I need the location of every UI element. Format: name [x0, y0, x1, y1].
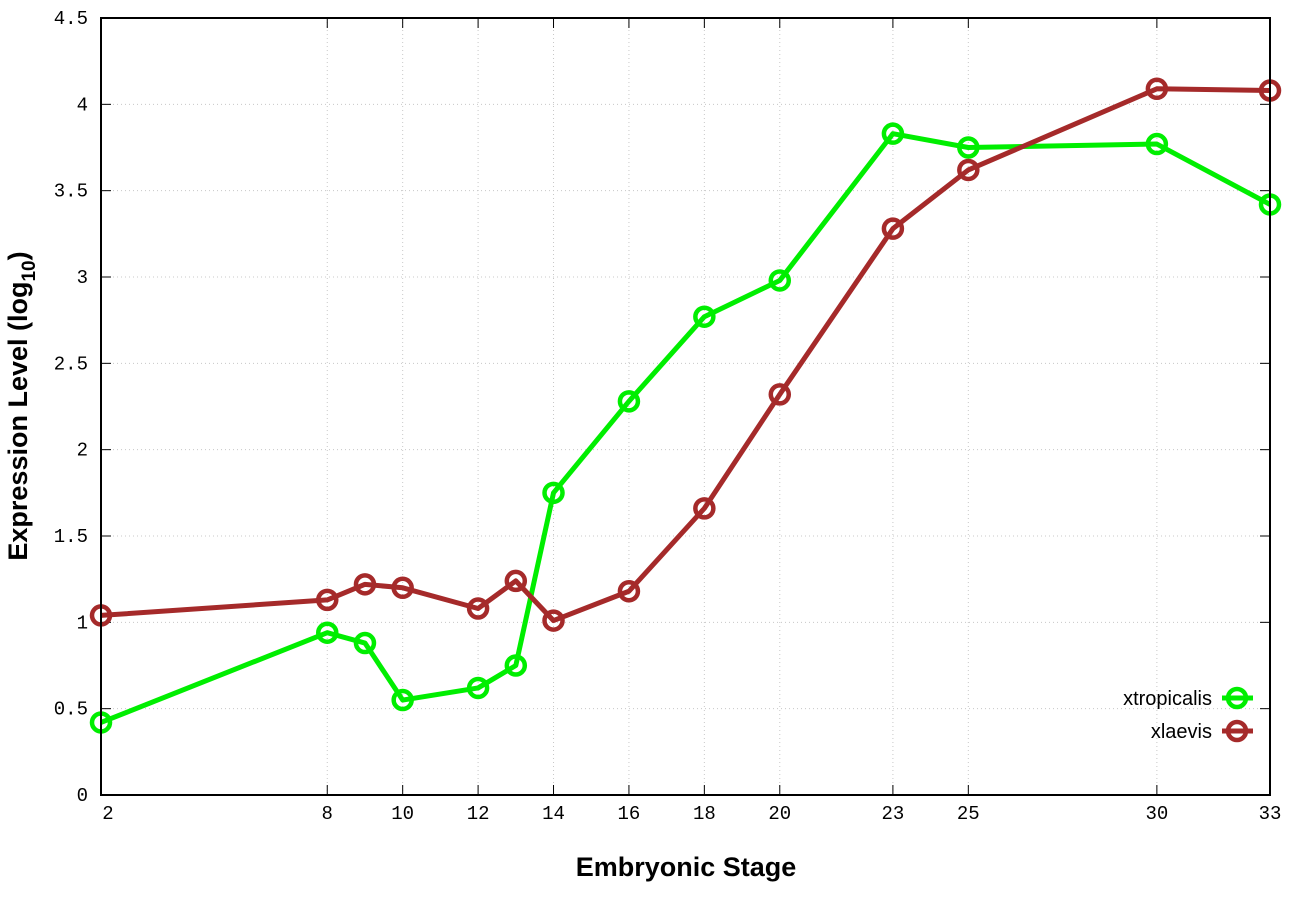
y-tick-label: 3.5 [54, 181, 88, 203]
y-tick-label: 2 [77, 440, 88, 462]
x-tick-label: 18 [693, 803, 716, 825]
series-line-xlaevis [100, 86, 1271, 624]
legend-label: xtropicalis [1123, 688, 1212, 710]
data-point-xtropicalis [957, 136, 980, 159]
x-tick-label: 2 [102, 803, 113, 825]
data-point-xlaevis [768, 383, 792, 406]
legend: xtropicalis xlaevis [1123, 686, 1253, 743]
data-point-xlaevis [316, 588, 339, 612]
y-tick-label: 4 [77, 94, 88, 116]
data-point-xtropicalis [504, 654, 528, 677]
ticks: 2 8 10 12 14 16 18 20 23 25 30 33 0 0.5 1 1.5 2 2.5 3 3.5 4 4… [54, 8, 1282, 825]
data-point-xlaevis [466, 597, 490, 620]
data-point-xtropicalis [542, 481, 565, 505]
y-tick-label: 1.5 [54, 526, 88, 548]
data-point-xtropicalis [466, 676, 490, 700]
x-tick-label: 33 [1259, 803, 1282, 825]
y-tick-label: 0.5 [54, 699, 88, 721]
x-tick-label: 8 [322, 803, 333, 825]
x-tick-label: 25 [957, 803, 980, 825]
legend-label: xlaevis [1151, 721, 1212, 743]
x-tick-label: 20 [768, 803, 791, 825]
data-point-xtropicalis [881, 122, 905, 145]
data-point-xlaevis [542, 609, 565, 632]
legend-marker [1225, 686, 1249, 710]
y-tick-label: 1 [77, 612, 88, 634]
data-point-xlaevis [957, 158, 980, 182]
data-point-xtropicalis [693, 305, 716, 328]
x-axis-label: Embryonic Stage [576, 852, 797, 882]
data-point-xlaevis [1145, 77, 1169, 101]
data-point-xtropicalis [353, 631, 377, 655]
y-axis-label: Expression Level (log10) [3, 251, 40, 560]
data-point-xlaevis [391, 576, 414, 600]
data-point-xlaevis [881, 217, 905, 240]
x-tick-label: 16 [618, 803, 641, 825]
plot-frame [100, 17, 1271, 796]
x-tick-label: 12 [467, 803, 490, 825]
data-point-xlaevis [353, 573, 377, 596]
data-point-xlaevis [693, 497, 716, 520]
grid [101, 18, 1270, 795]
data-point-xlaevis [504, 569, 528, 593]
series-line-xtropicalis [100, 131, 1272, 725]
x-tick-label: 14 [542, 803, 565, 825]
data-point-xtropicalis [617, 390, 641, 413]
data-point-xlaevis [617, 580, 641, 603]
y-tick-label: 2.5 [54, 353, 88, 375]
legend-marker [1225, 719, 1249, 743]
x-tick-label: 30 [1145, 803, 1168, 825]
data-point-xtropicalis [391, 688, 414, 712]
data-point-xtropicalis [768, 269, 792, 292]
series-group [89, 77, 1282, 734]
y-tick-label: 4.5 [54, 8, 88, 30]
x-tick-label: 23 [881, 803, 904, 825]
y-tick-label: 0 [77, 785, 88, 807]
data-point-xtropicalis [1145, 132, 1169, 156]
x-tick-label: 10 [391, 803, 414, 825]
y-tick-label: 3 [77, 267, 88, 289]
data-point-xtropicalis [316, 621, 339, 644]
